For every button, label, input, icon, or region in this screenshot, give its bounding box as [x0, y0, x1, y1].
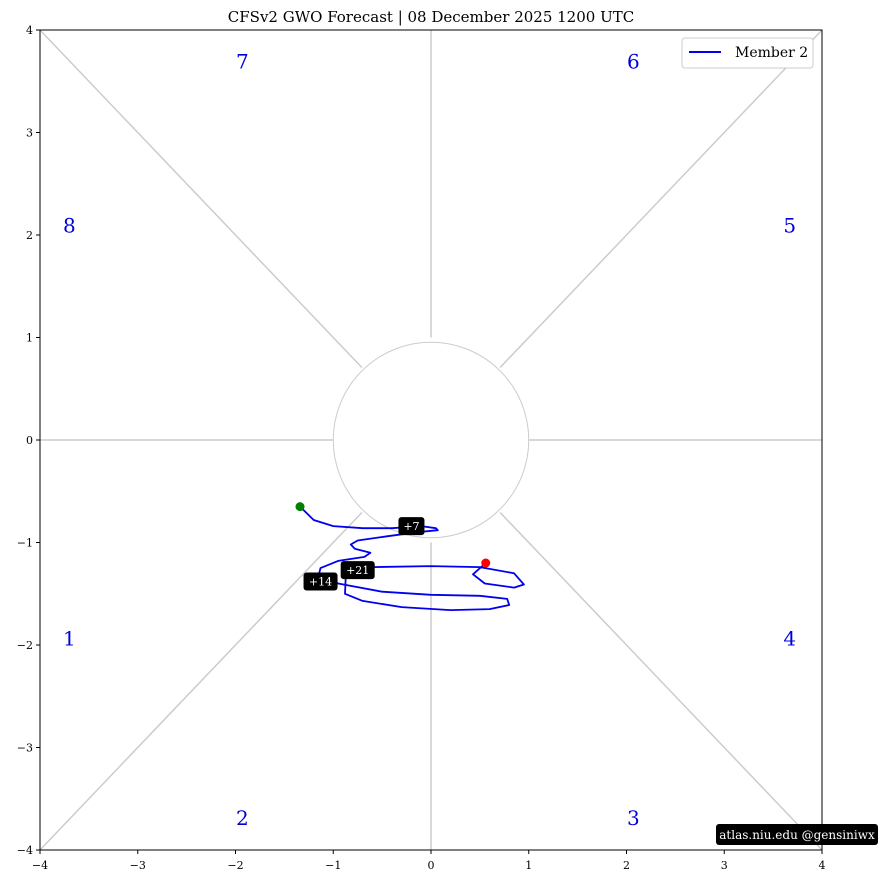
day-labels: +7 +14 +21: [303, 517, 425, 591]
x-tick-label: 3: [721, 859, 728, 872]
unit-circle: [332, 341, 530, 539]
y-tick-label: 1: [26, 332, 33, 345]
chart-title: CFSv2 GWO Forecast | 08 December 2025 12…: [228, 8, 634, 26]
sector-line-8: [499, 511, 823, 851]
day-label: +7: [403, 520, 419, 533]
day-label: +14: [309, 575, 332, 588]
phase-label-1: 1: [63, 626, 76, 650]
credit-badge: atlas.niu.edu @gensiniwx: [716, 824, 878, 845]
credit-text: atlas.niu.edu @gensiniwx: [719, 828, 875, 842]
sector-line-5: [39, 29, 363, 369]
phase-labels: 1 2 3 4 5 6 7 8: [63, 49, 796, 829]
phase-label-3: 3: [627, 806, 640, 830]
y-tick-label: 4: [26, 24, 33, 37]
x-tick-label: 0: [428, 859, 435, 872]
y-tick-label: −3: [17, 742, 33, 755]
phase-label-7: 7: [236, 49, 249, 73]
x-tick-label: 1: [525, 859, 532, 872]
x-tick-label: 2: [623, 859, 630, 872]
y-tick-label: 2: [26, 229, 33, 242]
day-label: +21: [346, 564, 369, 577]
legend-box: [681, 37, 814, 69]
end-point: [481, 558, 491, 568]
phase-label-6: 6: [627, 49, 640, 73]
day-label-box: [398, 517, 425, 536]
series-line-1: [299, 505, 525, 611]
phase-label-2: 2: [236, 806, 249, 830]
credit-box: [716, 824, 878, 845]
sector-line-6: [499, 29, 823, 369]
x-axis-ticks: −4 −3 −2 −1 0 1 2 3 4: [32, 850, 826, 872]
start-point: [295, 502, 305, 512]
legend: Member 2: [681, 37, 814, 69]
y-tick-label: −4: [17, 844, 33, 857]
x-tick-label: −4: [32, 859, 48, 872]
x-tick-label: −3: [130, 859, 146, 872]
x-tick-label: −2: [227, 859, 243, 872]
phase-sector-lines: [39, 29, 823, 851]
y-tick-label: 3: [26, 127, 33, 140]
x-tick-label: 4: [819, 859, 826, 872]
y-tick-label: −1: [17, 537, 33, 550]
phase-label-5: 5: [783, 213, 796, 237]
sector-line-7: [39, 511, 363, 851]
day-label-box: [303, 572, 338, 591]
series-layer: [295, 502, 525, 611]
legend-label: Member 2: [735, 45, 808, 61]
phase-label-4: 4: [783, 626, 796, 650]
y-tick-label: 0: [26, 434, 33, 447]
x-tick-label: −1: [325, 859, 341, 872]
day-label-box: [340, 561, 375, 580]
y-axis-ticks: −4 −3 −2 −1 0 1 2 3 4: [17, 24, 40, 857]
y-tick-label: −2: [17, 639, 33, 652]
phase-label-8: 8: [63, 213, 76, 237]
